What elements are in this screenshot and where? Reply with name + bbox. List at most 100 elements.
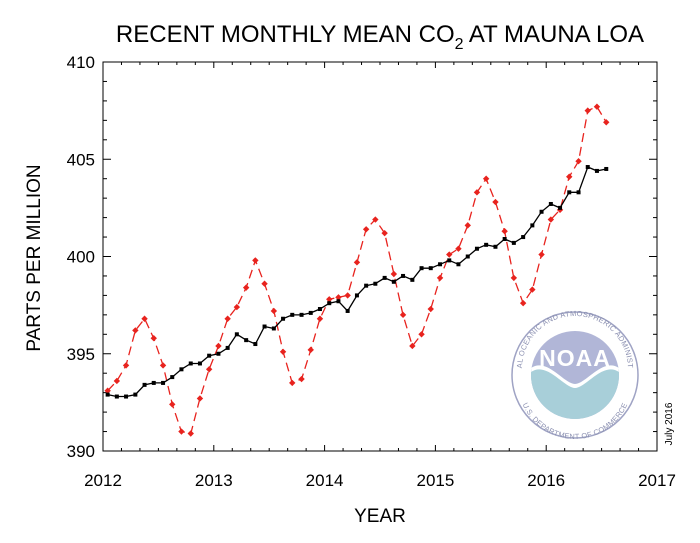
series-1-point — [438, 262, 443, 267]
series-1-point — [585, 165, 590, 170]
series-1-point — [317, 307, 322, 312]
series-0-point — [353, 259, 361, 266]
y-tick-label-390: 390 — [67, 442, 95, 461]
series-0-point — [224, 315, 231, 322]
y-tick-label-395: 395 — [67, 345, 95, 364]
series-0-point — [233, 303, 241, 311]
series-1-point — [502, 236, 507, 241]
y-tick-label-400: 400 — [67, 248, 95, 267]
x-tick-label-2012: 2012 — [84, 471, 122, 490]
series-1-point — [188, 361, 193, 366]
series-0-point — [122, 362, 130, 369]
series-0-point — [446, 251, 453, 258]
series-0-point — [409, 342, 416, 350]
noaa-logo: NOAA NATIONAL OCEANIC AND ATMOSPHERIC AD… — [0, 0, 639, 441]
logo-word: NOAA — [539, 345, 611, 371]
series-1-point — [207, 353, 212, 358]
series-0-point — [196, 395, 204, 402]
series-1-point — [401, 273, 406, 278]
series-0-point — [326, 296, 333, 303]
series-0-point — [427, 305, 434, 313]
series-0-point — [603, 119, 610, 126]
series-0-point — [159, 362, 167, 369]
series-1-point — [124, 394, 129, 399]
series-0-point — [566, 173, 573, 180]
series-0-point — [298, 375, 305, 383]
series-1-point — [548, 201, 553, 206]
series-0-point — [252, 257, 259, 264]
logo-ring-top: NATIONAL OCEANIC AND ATMOSPHERIC ADMINIS… — [0, 0, 635, 369]
x-tick-label-2014: 2014 — [306, 471, 344, 490]
series-1-point — [336, 299, 341, 304]
series-1-point — [262, 324, 267, 329]
x-tick-label-2015: 2015 — [416, 471, 454, 490]
series-1-point — [447, 258, 452, 263]
series-0-point — [242, 284, 250, 291]
series-1-point — [327, 301, 332, 306]
series-0-point — [390, 270, 398, 278]
series-0-point — [335, 294, 342, 301]
series-1-point — [271, 326, 276, 331]
series-1-point — [244, 338, 249, 343]
y-axis-label: PARTS PER MILLION — [24, 164, 45, 351]
series-1-point — [179, 367, 184, 372]
series-0-point — [307, 346, 314, 354]
series-0-point — [279, 348, 287, 356]
series-0-point — [187, 430, 194, 437]
series-1-point — [428, 266, 433, 271]
series-1-point — [281, 316, 286, 321]
series-0-point — [362, 226, 370, 233]
x-tick-label-2016: 2016 — [527, 471, 565, 490]
series-0-point — [584, 107, 591, 114]
series-1-point — [419, 266, 424, 271]
series-0-point — [593, 103, 601, 110]
series-1-point — [133, 392, 138, 397]
series-0-point — [575, 157, 582, 165]
series-1-point — [576, 190, 581, 195]
series-0-point — [519, 299, 527, 307]
series-1-point — [456, 262, 461, 267]
series-layer — [104, 103, 610, 437]
series-0-point — [372, 216, 379, 223]
series-0-point — [510, 274, 518, 282]
series-0-point — [473, 189, 481, 196]
y-tick-label-405: 405 — [67, 150, 95, 169]
series-1-point — [253, 342, 258, 347]
series-0-point — [289, 379, 296, 387]
series-1-point — [161, 380, 166, 385]
x-axis-label: YEAR — [354, 506, 406, 527]
chart-title: RECENT MONTHLY MEAN CO2 AT MAUNA LOA — [116, 21, 644, 53]
series-1-point — [373, 281, 378, 286]
series-0-point — [538, 251, 545, 258]
series-0-point — [205, 366, 213, 373]
series-0-point — [381, 229, 388, 237]
series-1-point — [345, 308, 350, 313]
series-0-point — [178, 428, 185, 435]
series-1-point — [410, 277, 415, 282]
series-1-point — [308, 310, 313, 315]
series-0-point — [261, 280, 268, 287]
series-1-point — [511, 240, 516, 245]
x-tick-label-2013: 2013 — [195, 471, 233, 490]
series-1-point — [142, 382, 147, 387]
y-tick-label-410: 410 — [67, 53, 95, 72]
series-1-point — [594, 168, 599, 173]
series-0-point — [215, 342, 222, 350]
series-1-point — [290, 312, 295, 317]
series-1-point — [170, 375, 175, 380]
series-1-point — [484, 242, 489, 247]
series-1-point — [105, 392, 110, 397]
series-0-point — [418, 331, 425, 338]
x-axis-ticks: 2012 2013 2014 2015 2016 2017 — [84, 62, 676, 490]
series-0-point — [113, 377, 121, 385]
y-axis-ticks: 390 395 400 405 410 — [67, 53, 657, 461]
series-1-point — [493, 244, 498, 249]
series-1-point — [474, 246, 479, 251]
series-1-point — [530, 223, 535, 228]
series-0-point — [104, 387, 111, 394]
series-1-point — [216, 351, 221, 356]
series-1-point — [225, 345, 230, 350]
series-0-point — [455, 245, 462, 252]
series-0-point — [529, 286, 536, 293]
series-1-point — [234, 332, 239, 337]
